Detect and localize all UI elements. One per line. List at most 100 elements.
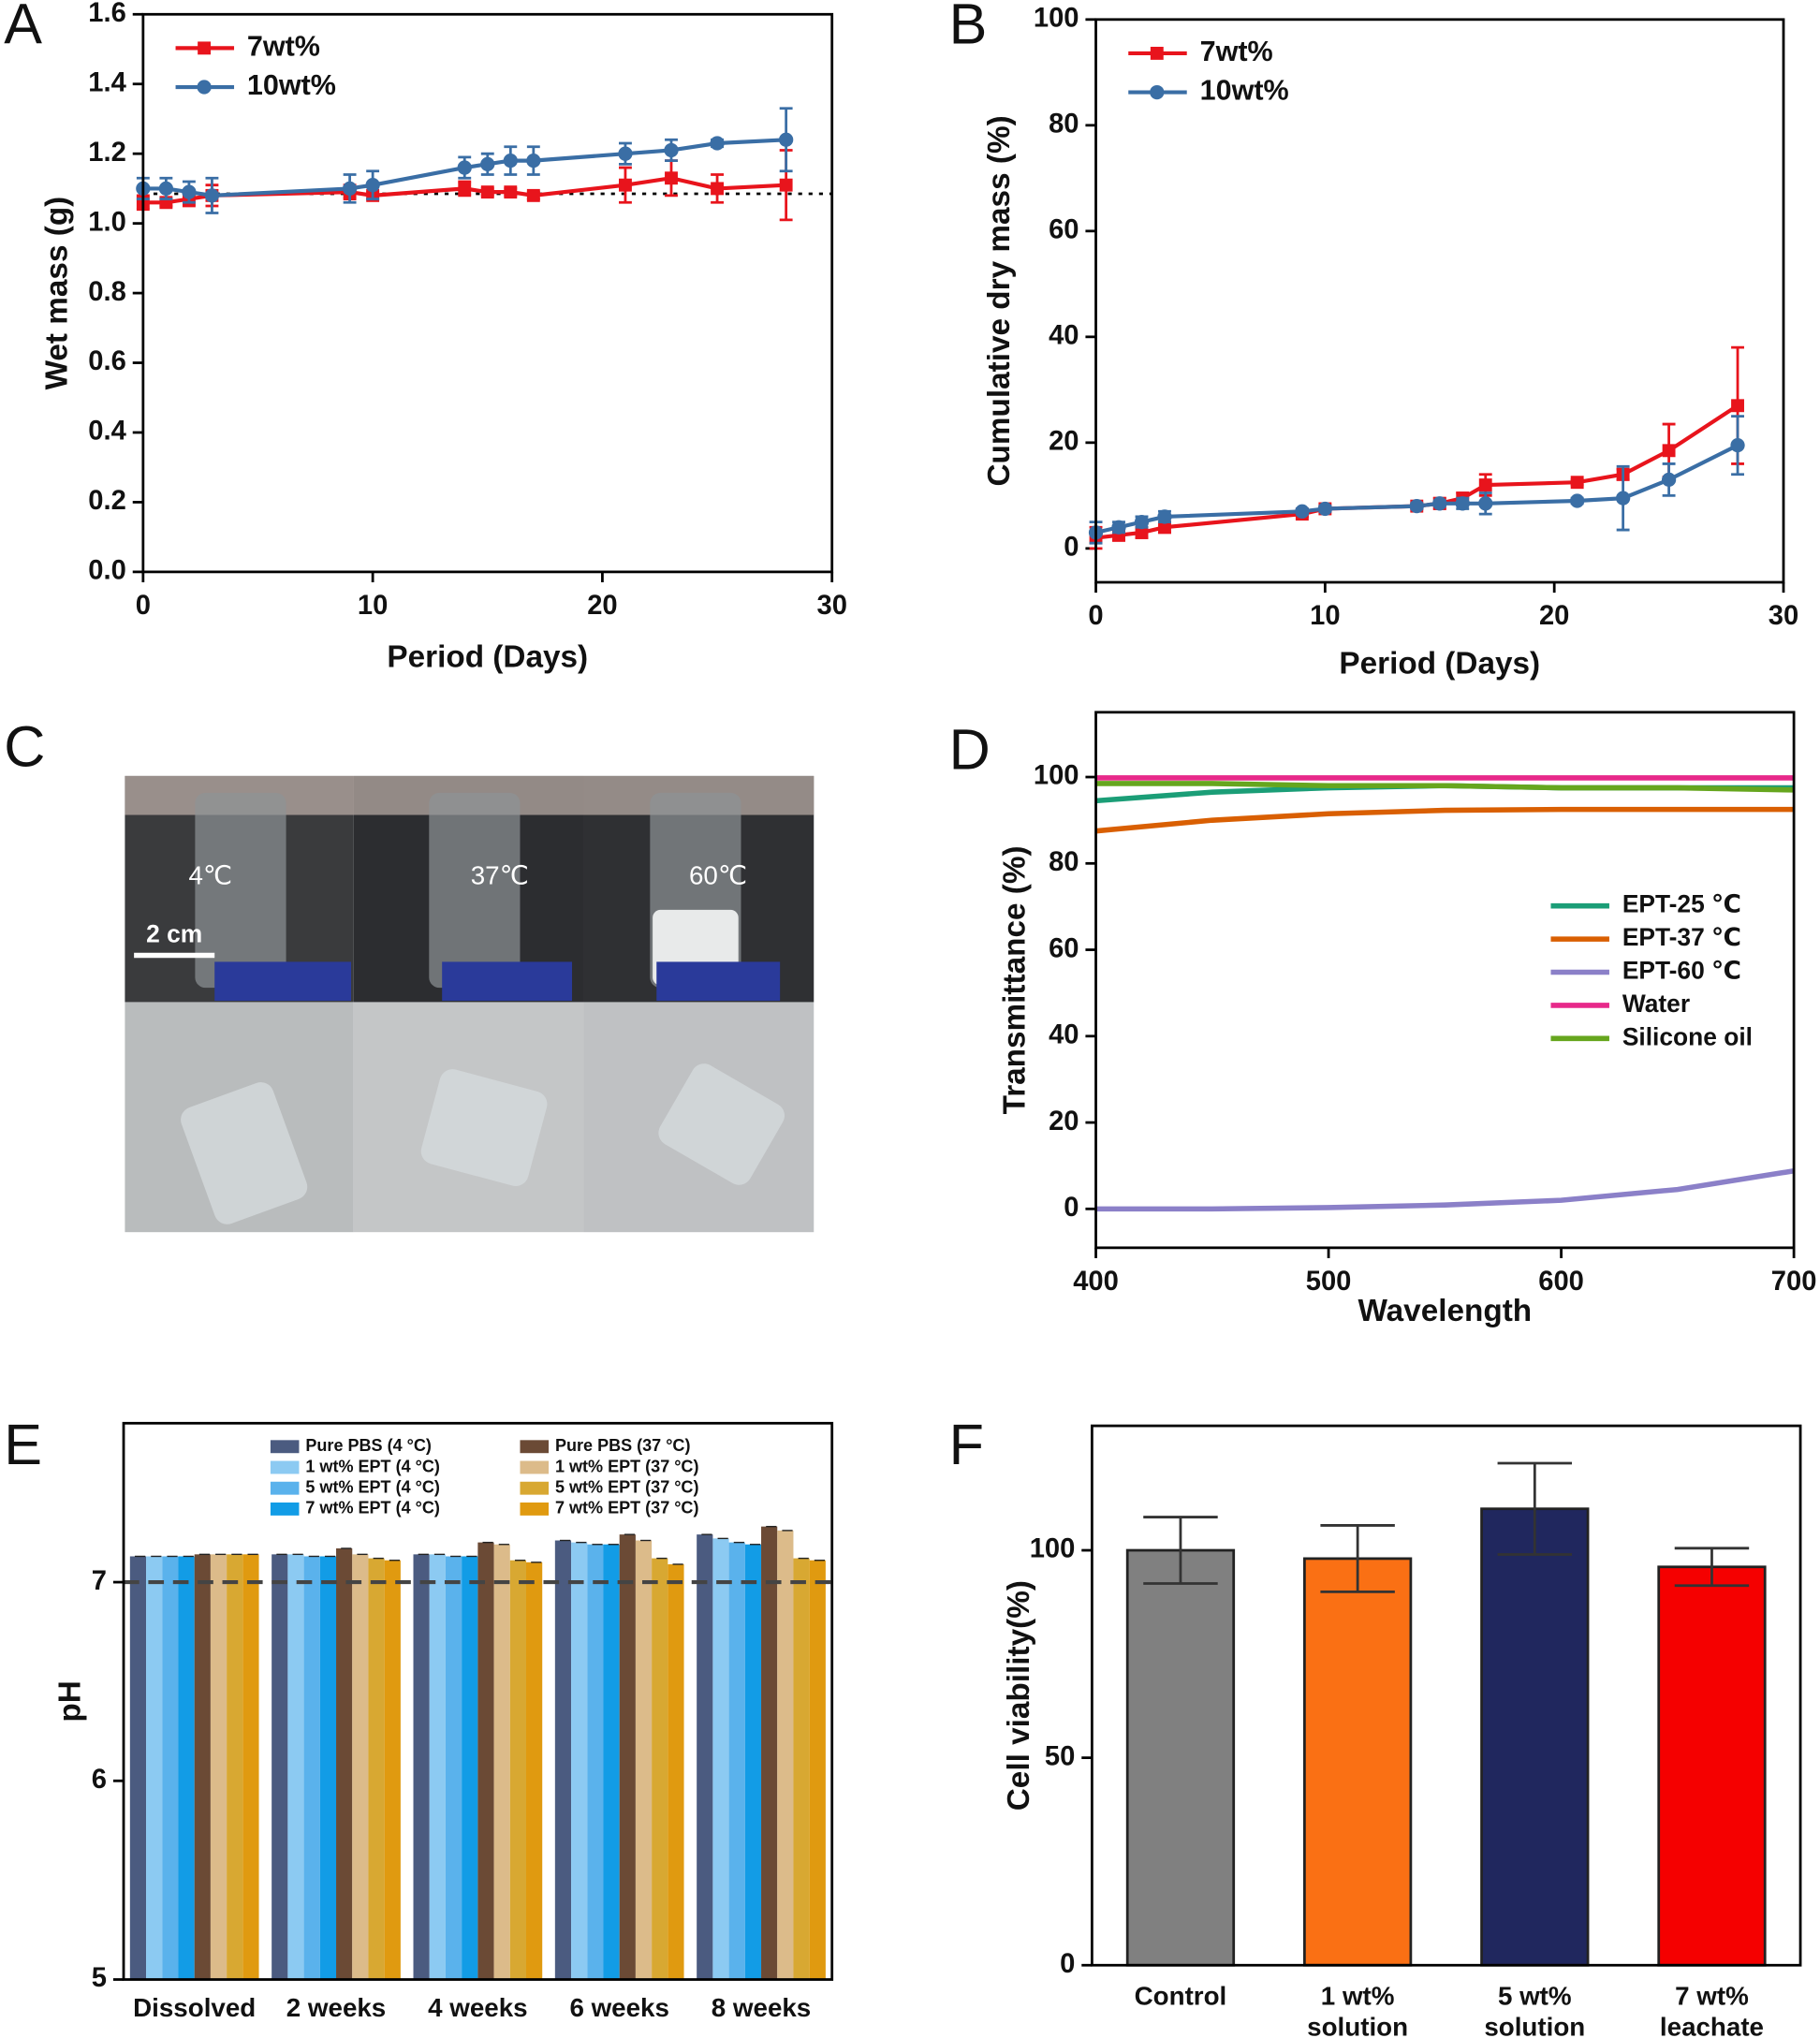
y-axis-label: Cumulative dry mass (%) [982, 115, 1017, 486]
bar [728, 1542, 745, 1980]
marker [342, 181, 358, 197]
bar [287, 1554, 304, 1980]
x-tick-label: 6 weeks [569, 1993, 668, 2022]
legend-label: 1 wt% EPT (4 °C) [305, 1457, 439, 1475]
bar [554, 1540, 572, 1980]
error-bar [1497, 1461, 1573, 1556]
legend-swatch [520, 1481, 550, 1495]
y-tick-label: 80 [1049, 110, 1079, 139]
chart-panel: D 0 20 40 60 80 100 400 500 600 700 Wavelength Trans… [949, 711, 1816, 1328]
chart-panel: E 5 6 7 pH Dissolved 2 weeks 4 weeks 6 weeks 8 we… [4, 1413, 834, 2022]
legend-label: Silicone oil [1622, 1022, 1753, 1050]
marker [1478, 496, 1493, 511]
y-tick-label: 0 [1060, 1949, 1075, 1979]
series-line [1095, 1168, 1795, 1212]
marker [664, 142, 679, 158]
legend-label: Water [1622, 990, 1690, 1018]
temperature-label: 37℃ [471, 860, 529, 889]
legend-marker [197, 80, 212, 95]
marker [504, 185, 518, 199]
marker [1158, 520, 1171, 535]
y-tick-label: 5 [92, 1963, 107, 1993]
bar [509, 1560, 527, 1980]
bar [712, 1538, 729, 1980]
bar [384, 1560, 401, 1980]
x-tick-label: 1 wt% [1321, 1981, 1395, 2010]
plot-frame [1094, 18, 1785, 584]
marker [619, 178, 632, 192]
legend-swatch [520, 1440, 550, 1454]
y-tick-label: 0 [1064, 533, 1079, 563]
plot-frame [122, 1421, 834, 1981]
legend-marker [1150, 46, 1164, 60]
series-line [1095, 806, 1795, 834]
bar [652, 1558, 668, 1980]
y-axis-label: Cell viability(%) [1002, 1580, 1036, 1811]
x-tick-label: 4 weeks [428, 1993, 527, 2022]
marker [1455, 496, 1470, 511]
legend-label: 5 wt% EPT (37 °C) [555, 1477, 699, 1496]
marker [1731, 399, 1744, 413]
panel-letter: A [4, 0, 42, 56]
y-tick-label: 80 [1049, 847, 1079, 877]
marker [710, 136, 725, 151]
marker [480, 185, 494, 199]
legend-swatch [270, 1440, 300, 1454]
legend-label: EPT-60 ℃ [1622, 956, 1741, 984]
vial [429, 792, 521, 989]
bar [744, 1544, 762, 1980]
y-tick-label: 20 [1049, 427, 1079, 457]
bar [761, 1526, 778, 1980]
bar [603, 1544, 620, 1980]
x-tick-label: 30 [1769, 601, 1798, 631]
panel-letter: E [4, 1413, 42, 1476]
marker [1295, 504, 1310, 519]
bar [303, 1556, 320, 1980]
marker [1615, 491, 1631, 506]
y-tick-label: 0.2 [88, 486, 126, 516]
x-tick-label: 5 wt% [1498, 1981, 1572, 2010]
legend-swatch [270, 1502, 300, 1516]
y-tick-label: 1.6 [88, 0, 126, 28]
marker [1662, 444, 1676, 458]
bar [462, 1556, 478, 1980]
y-tick-label: 100 [1034, 4, 1079, 34]
chart-panel: B 0 20 40 60 80 100 0 10 20 30 Period (Days) Cumulat… [949, 0, 1799, 682]
y-tick-label: 7 [92, 1566, 107, 1596]
bar [1480, 1507, 1590, 1967]
legend-swatch [270, 1460, 300, 1474]
label-card [656, 961, 781, 1002]
bar [429, 1554, 446, 1980]
legend-marker [198, 41, 212, 55]
marker [457, 160, 472, 175]
bar [1657, 1565, 1767, 1967]
marker [365, 178, 380, 193]
y-tick-label: 40 [1049, 1020, 1079, 1050]
x-tick-label: solution [1484, 2013, 1585, 2038]
x-tick-label: 30 [816, 591, 846, 621]
y-tick-label: 0.0 [88, 556, 126, 586]
y-axis-label: pH [52, 1680, 87, 1722]
chart-panel: A 0.0 0.2 0.4 0.6 0.8 1.0 1.2 1.4 1.6 0 10 20 30 Perio… [4, 0, 847, 675]
bar [368, 1558, 385, 1980]
marker [665, 171, 678, 185]
bar [477, 1542, 494, 1980]
series-line [1095, 443, 1739, 535]
legend-label: Pure PBS (37 °C) [555, 1436, 691, 1455]
y-tick-label: 100 [1034, 761, 1079, 791]
error-bar [1320, 1524, 1395, 1593]
vial [195, 792, 286, 989]
panel-letter: B [949, 0, 988, 56]
marker [503, 153, 518, 169]
y-tick-label: 1.0 [88, 207, 126, 237]
panel-letter: C [4, 715, 45, 779]
x-tick-label: 8 weeks [712, 1993, 811, 2022]
x-tick-label: 10 [1310, 601, 1340, 631]
panel-letter: D [949, 717, 991, 781]
x-tick-label: 600 [1538, 1267, 1584, 1297]
marker [779, 178, 793, 192]
bar [809, 1560, 826, 1980]
legend-swatch [270, 1481, 300, 1495]
x-tick-label: Control [1135, 1981, 1227, 2010]
